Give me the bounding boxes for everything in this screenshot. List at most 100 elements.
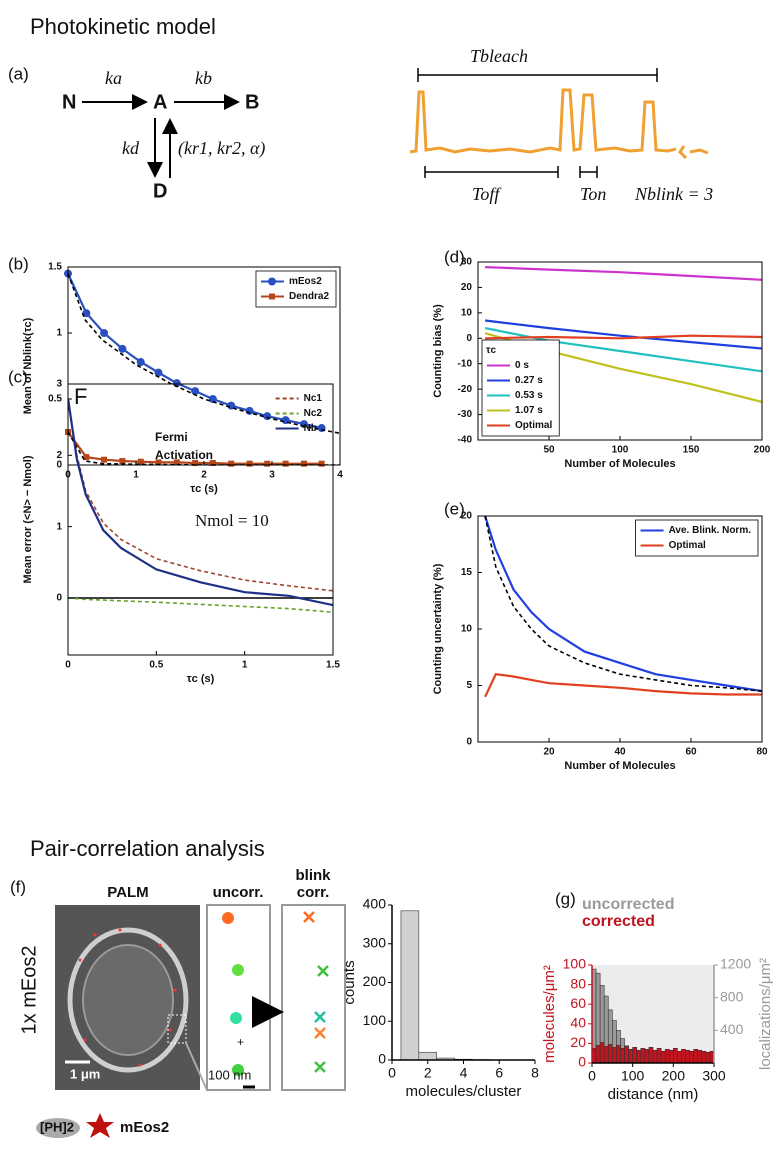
annotation: Activation	[155, 448, 213, 462]
bar	[612, 1047, 617, 1064]
legend-box	[635, 519, 759, 557]
bar	[705, 1051, 711, 1064]
legend-label: 0 s	[515, 360, 529, 371]
bar	[677, 1050, 682, 1064]
legend-label: Ave. Blink. Norm.	[669, 525, 752, 536]
y-tick-label: 15	[461, 567, 473, 578]
y-tick-label: -40	[458, 435, 473, 446]
x-tick-label: 60	[685, 747, 697, 758]
bar	[632, 1047, 638, 1064]
bar	[628, 1048, 633, 1064]
y-tick-label: 300	[363, 934, 387, 950]
y-tick-label: 20	[461, 511, 473, 522]
legend-box	[481, 339, 560, 437]
bar	[668, 1049, 674, 1064]
scale-bar-label: 100 nm	[208, 1067, 251, 1082]
marker	[191, 387, 200, 396]
y-tick-label: -30	[458, 409, 473, 420]
legend-label: corrected	[582, 913, 655, 930]
bar	[697, 1049, 703, 1064]
x-tick-label: 100	[612, 445, 629, 456]
y-tick-label: 0	[378, 1051, 386, 1067]
y-tick-label: -20	[458, 384, 473, 395]
marker	[264, 460, 271, 467]
y-tick-label: 1.5	[48, 262, 62, 273]
marker	[245, 406, 254, 415]
zoom-panels: +	[185, 904, 346, 1091]
panel-label: (g)	[555, 889, 576, 908]
x-tick-label: 50	[543, 445, 555, 456]
x-tick-label: 200	[754, 445, 771, 456]
y-tick-label: 10	[461, 307, 473, 318]
series-line	[68, 273, 340, 435]
y-tick-label: 100	[563, 956, 587, 972]
y-tick-label: 0	[466, 333, 472, 344]
panel-label: (e)	[444, 499, 465, 518]
marker	[154, 368, 163, 377]
panel-label: (c)	[8, 367, 28, 386]
panel-label: (a)	[8, 64, 29, 83]
y2-axis-label: localizations/μm²	[757, 958, 774, 1070]
y-tick-label: 3	[56, 379, 62, 390]
legend-label: Optimal	[669, 540, 706, 551]
section-title: Photokinetic model	[30, 14, 216, 39]
fluorophore	[86, 1113, 114, 1138]
panel-label: (b)	[8, 254, 29, 273]
marker	[282, 460, 289, 467]
y-tick-label: 80	[570, 975, 586, 991]
y-tick-label: 0	[56, 460, 62, 471]
x-tick-label: 3	[269, 470, 275, 481]
marker	[228, 460, 235, 467]
trace-brackets	[417, 68, 658, 178]
bar	[660, 1050, 666, 1064]
legend-marker	[268, 293, 275, 300]
y-tick-label: 60	[570, 995, 586, 1011]
series-line	[484, 516, 762, 693]
bar	[595, 1045, 601, 1064]
x-axis-label: τc (s)	[190, 483, 218, 495]
y-tick-label: 20	[461, 282, 473, 293]
x-tick-label: 2	[201, 470, 207, 481]
marker	[173, 459, 180, 466]
legend-label: Dendra2	[289, 291, 329, 302]
marker	[209, 460, 216, 467]
y-tick-label: 30	[461, 257, 473, 268]
y-tick-label: 0	[56, 593, 62, 604]
x-axis-label: distance (nm)	[608, 1086, 699, 1103]
y-axis-label: Counting uncertainty (%)	[432, 563, 444, 694]
legend-label: 0.53 s	[515, 390, 543, 401]
y2-tick-label: 800	[720, 988, 744, 1004]
bar	[652, 1049, 658, 1064]
y-tick-label: -10	[458, 358, 473, 369]
legend-label: 1.07 s	[515, 405, 543, 416]
bar	[693, 1048, 699, 1064]
marker	[83, 454, 90, 461]
legend-label: Nb	[304, 423, 317, 434]
x-tick-label: 1.5	[326, 660, 340, 671]
y-tick-label: 200	[363, 973, 387, 989]
marker	[318, 460, 325, 467]
annotation: Fermi	[155, 430, 188, 444]
bar	[648, 1047, 654, 1064]
bar	[681, 1048, 686, 1064]
rate: kb	[195, 68, 212, 88]
sample-label: 1x mEos2	[18, 946, 40, 1035]
y-tick-label: 1	[56, 521, 62, 532]
y-tick-label: 0	[578, 1054, 586, 1070]
x-tick-label: 0	[388, 1065, 396, 1081]
bar	[673, 1048, 678, 1064]
series-line	[68, 597, 333, 613]
y-axis-label: molecules/μm²	[541, 965, 558, 1063]
bar	[644, 1048, 650, 1064]
arrows	[82, 94, 240, 178]
x-tick-label: 2	[424, 1065, 432, 1081]
x-axis-label: τc (s)	[187, 673, 215, 685]
marker	[100, 329, 109, 337]
x-axis-label: Number of Molecules	[564, 458, 675, 470]
marker	[155, 459, 162, 466]
y-tick-label: 100	[363, 1012, 387, 1028]
column-header: blink	[295, 867, 331, 884]
y-tick-label: 5	[466, 680, 472, 691]
marker	[82, 309, 91, 318]
